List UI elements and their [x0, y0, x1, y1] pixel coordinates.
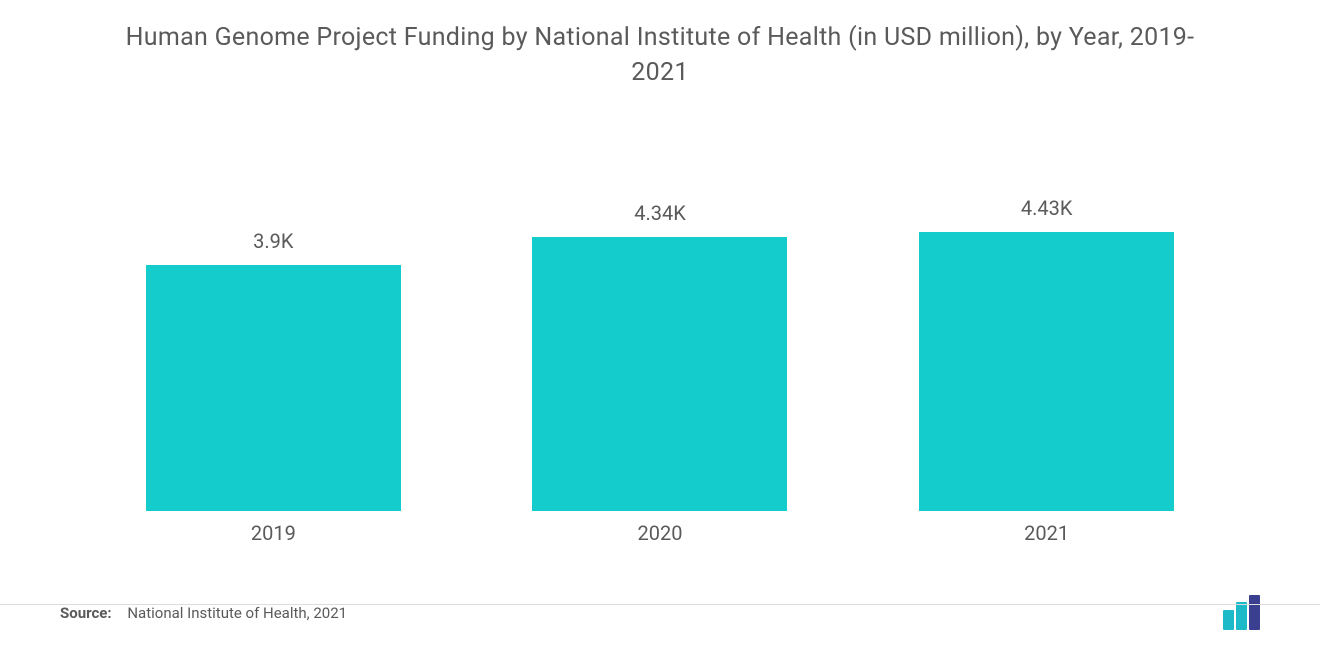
bar-group-1: 4.34K [486, 201, 834, 511]
source-citation: Source: National Institute of Health, 20… [60, 604, 347, 622]
chart-container: Human Genome Project Funding by National… [0, 0, 1320, 665]
chart-title: Human Genome Project Funding by National… [50, 20, 1270, 90]
bar-value-0: 3.9K [253, 229, 293, 253]
bar-group-2: 4.43K [873, 196, 1221, 511]
logo-bar-1 [1236, 602, 1247, 630]
bar-value-2: 4.43K [1021, 196, 1073, 220]
footer: Source: National Institute of Health, 20… [50, 595, 1270, 645]
footer-divider [0, 604, 1320, 605]
source-label: Source: [60, 604, 112, 622]
logo-bar-2 [1249, 595, 1260, 630]
source-text: National Institute of Health, 2021 [127, 604, 347, 622]
bar-group-0: 3.9K [99, 229, 447, 511]
x-label-0: 2019 [99, 521, 447, 545]
chart-plot-area: 3.9K 4.34K 4.43K [50, 170, 1270, 511]
bar-1 [532, 237, 787, 511]
x-label-1: 2020 [486, 521, 834, 545]
x-label-2: 2021 [873, 521, 1221, 545]
brand-logo-icon [1223, 595, 1260, 630]
bar-0 [146, 265, 401, 511]
bar-value-1: 4.34K [634, 201, 686, 225]
bar-2 [919, 232, 1174, 511]
x-axis-labels: 2019 2020 2021 [50, 521, 1270, 545]
logo-bar-0 [1223, 610, 1234, 630]
